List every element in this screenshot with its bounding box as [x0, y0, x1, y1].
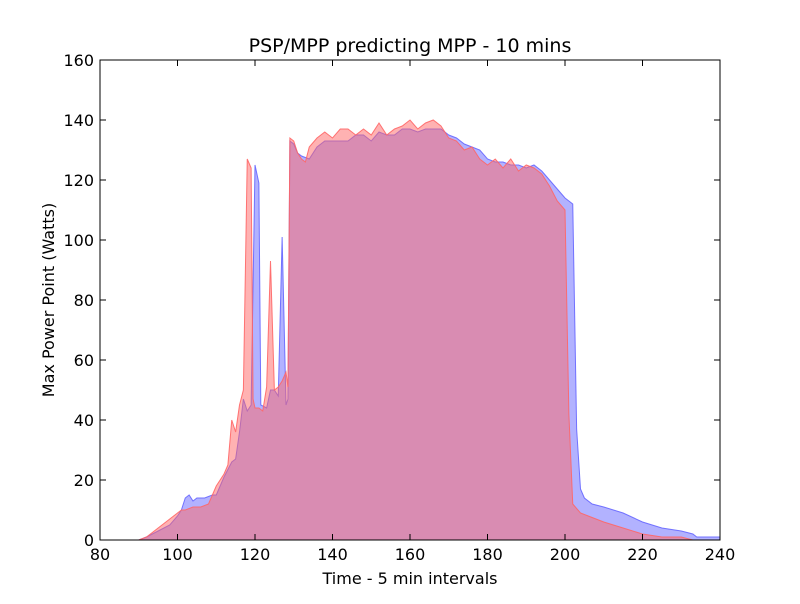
x-tick-label: 100 — [162, 545, 193, 564]
y-tick-label: 20 — [74, 471, 94, 490]
x-tick-label: 120 — [240, 545, 271, 564]
series-layer — [138, 119, 721, 541]
chart-title: PSP/MPP predicting MPP - 10 mins — [249, 35, 572, 57]
y-tick-label: 160 — [63, 51, 94, 70]
y-axis-label: Max Power Point (Watts) — [39, 203, 58, 397]
y-tick-label: 100 — [63, 231, 94, 250]
y-ticks: 0 20 40 60 80 100 120 140 160 — [63, 51, 720, 550]
x-tick-label: 200 — [550, 545, 581, 564]
x-ticks: 80 100 120 140 160 180 200 220 240 — [90, 60, 735, 564]
x-tick-label: 80 — [90, 545, 110, 564]
series-area-2 — [138, 119, 694, 541]
y-tick-label: 60 — [74, 351, 94, 370]
y-tick-label: 0 — [84, 531, 94, 550]
y-tick-label: 80 — [74, 291, 94, 310]
x-tick-label: 140 — [317, 545, 348, 564]
x-tick-label: 220 — [627, 545, 658, 564]
x-tick-label: 240 — [705, 545, 736, 564]
y-tick-label: 140 — [63, 111, 94, 130]
x-axis-label: Time - 5 min intervals — [322, 569, 498, 588]
y-tick-label: 120 — [63, 171, 94, 190]
y-tick-label: 40 — [74, 411, 94, 430]
x-tick-label: 160 — [395, 545, 426, 564]
x-tick-label: 180 — [472, 545, 503, 564]
